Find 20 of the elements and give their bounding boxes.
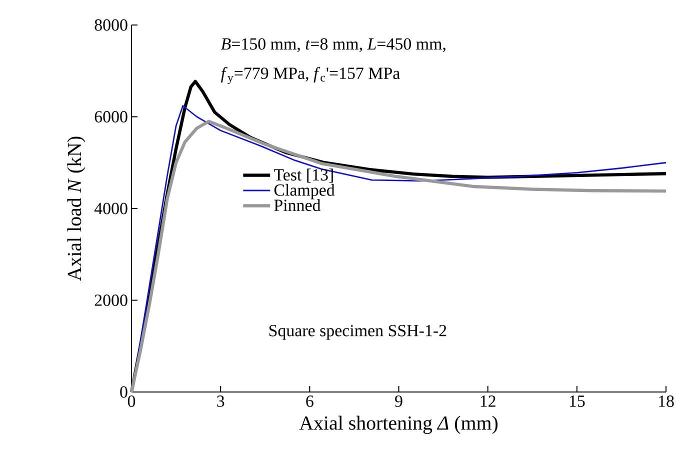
x-tick-label: 6	[306, 396, 314, 407]
legend-label: Pinned	[274, 199, 321, 212]
legend-label: Test [13]	[274, 168, 333, 183]
y-tick-label: 8000	[94, 19, 128, 31]
x-tick-label: 12	[480, 396, 496, 407]
annotation: Square specimen SSH-1-2	[269, 324, 446, 340]
x-tick-label: 15	[570, 396, 585, 407]
y-axis-title: Axial load N (kN)	[67, 136, 86, 281]
x-tick-label: 9	[395, 396, 402, 407]
y-tick-label: 0	[120, 386, 128, 398]
annotation: f$_{y}$=779 MPa, f$_{c}$'=157 MPa	[220, 66, 400, 84]
legend-label: Clamped	[274, 184, 335, 200]
x-tick-label: 3	[217, 396, 224, 407]
y-tick-label: 2000	[94, 294, 128, 306]
annotation: B=150 mm, t=8 mm, L=450 mm,	[220, 38, 446, 52]
y-tick-label: 6000	[94, 111, 128, 122]
y-tick-label: 4000	[94, 202, 128, 214]
x-axis-title: Axial shortening Δ (mm)	[299, 416, 498, 434]
x-tick-label: 0	[128, 396, 136, 407]
x-tick-label: 18	[659, 396, 674, 407]
